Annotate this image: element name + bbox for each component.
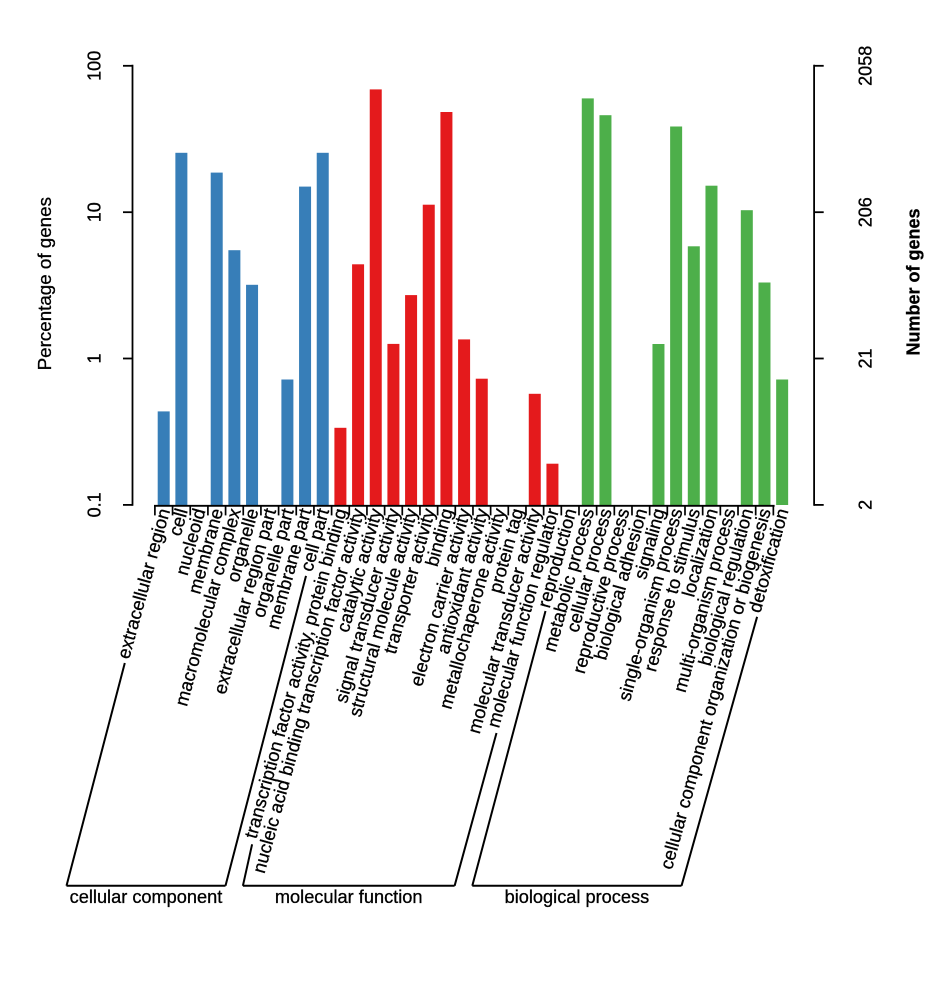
svg-text:Percentage of genes: Percentage of genes	[34, 197, 55, 370]
svg-text:21: 21	[856, 348, 876, 368]
svg-text:biological process: biological process	[505, 887, 650, 907]
svg-text:2: 2	[856, 500, 876, 510]
svg-text:2058: 2058	[856, 46, 876, 86]
svg-text:Number of genes: Number of genes	[904, 208, 924, 355]
svg-text:cellular component: cellular component	[70, 887, 223, 907]
svg-text:10: 10	[85, 202, 105, 222]
svg-text:molecular function: molecular function	[275, 887, 423, 907]
svg-text:1: 1	[85, 353, 105, 363]
svg-text:0.1: 0.1	[85, 492, 105, 517]
svg-text:100: 100	[85, 51, 105, 81]
svg-text:206: 206	[856, 197, 876, 227]
